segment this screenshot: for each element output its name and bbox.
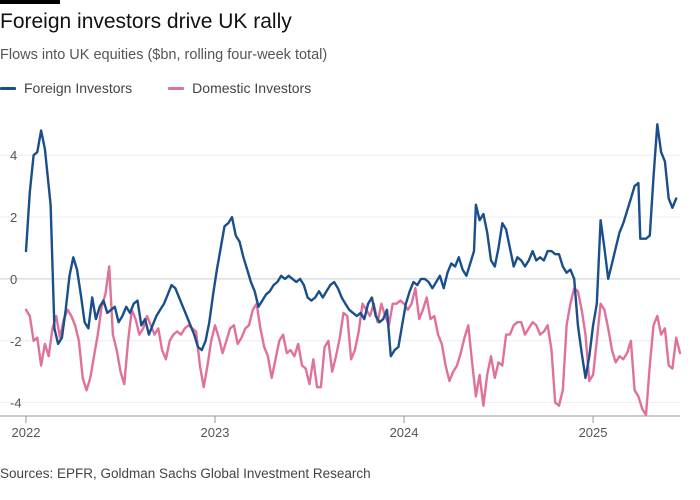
chart-subtitle: Flows into UK equities ($bn, rolling fou… (0, 47, 328, 63)
legend-item-domestic: Domestic Investors (168, 80, 311, 96)
chart-title: Foreign investors drive UK rally (0, 10, 292, 33)
y-tick-label: -4 (10, 396, 22, 411)
y-tick-label: 4 (10, 148, 17, 163)
line-chart: -4 -2 0 2 4 2022 2023 2024 2025 (0, 123, 682, 440)
series-line-foreign-investors (24, 123, 678, 380)
chart-source: Sources: EPFR, Goldman Sachs Global Inve… (0, 466, 371, 481)
chart-legend: Foreign Investors Domestic Investors (0, 80, 347, 96)
x-tick-label: 2023 (201, 425, 230, 440)
legend-label-foreign: Foreign Investors (24, 80, 133, 96)
legend-swatch-domestic (168, 86, 185, 90)
y-tick-label: 0 (10, 272, 17, 287)
x-tick-label: 2025 (579, 425, 608, 440)
x-tick-label: 2024 (390, 425, 419, 440)
x-tick-label: 2022 (12, 425, 41, 440)
y-tick-label: -2 (10, 334, 22, 349)
header-accent-bar (0, 0, 60, 4)
legend-item-foreign: Foreign Investors (0, 80, 132, 96)
legend-swatch-foreign (0, 86, 16, 90)
legend-label-domestic: Domestic Investors (192, 80, 312, 96)
y-tick-label: 2 (10, 210, 17, 225)
series-line-domestic-investors (24, 265, 682, 417)
